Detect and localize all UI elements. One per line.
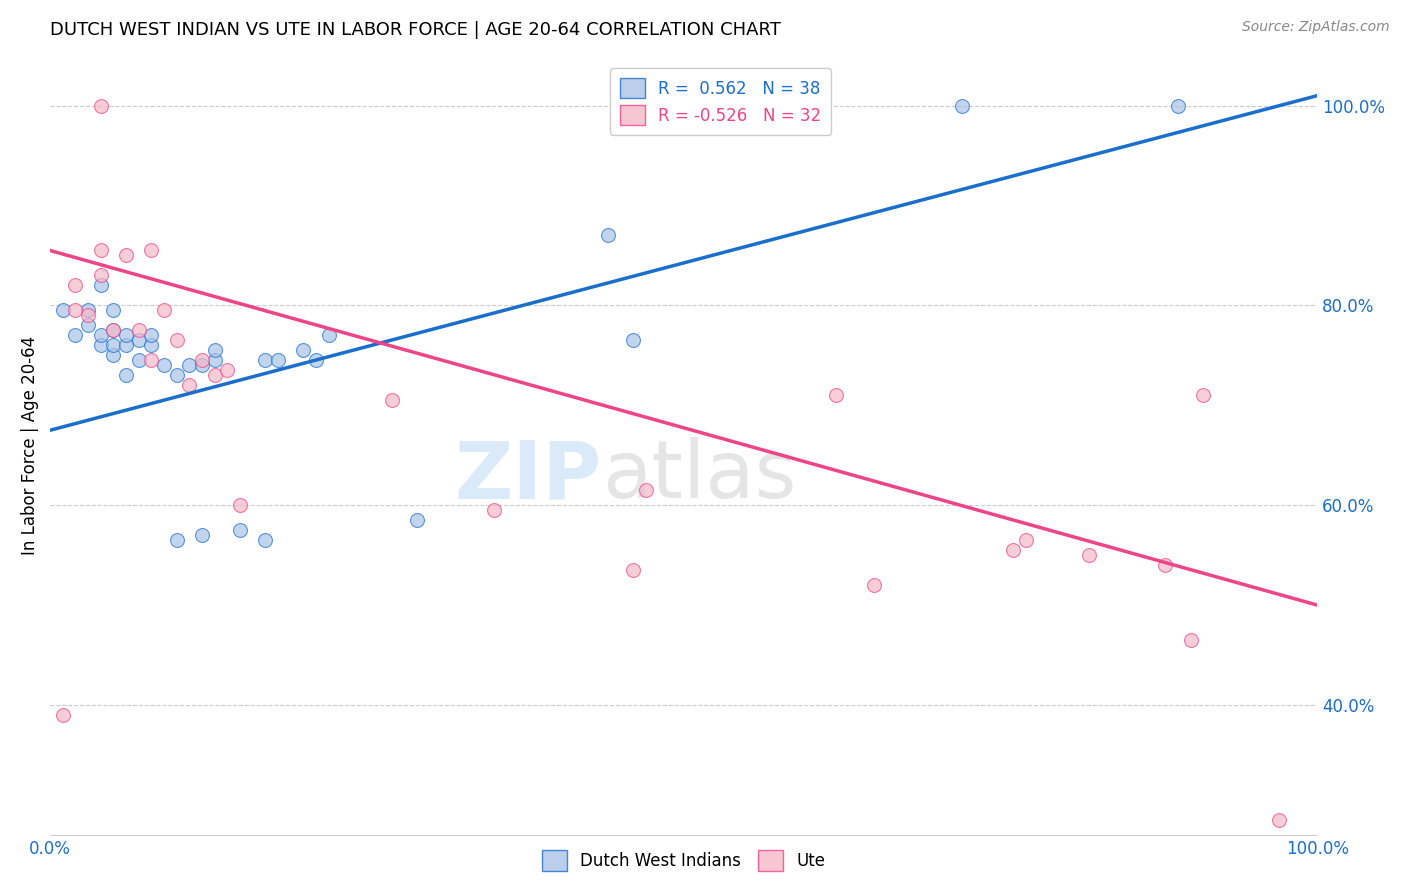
Text: ZIP: ZIP <box>454 437 602 516</box>
Point <box>141 353 163 368</box>
Point <box>1015 533 1038 548</box>
Point <box>952 98 974 112</box>
Point <box>115 338 138 352</box>
Point <box>128 323 150 337</box>
Point <box>166 533 188 548</box>
Point <box>191 359 214 373</box>
Point <box>204 343 226 358</box>
Point <box>141 244 163 258</box>
Point <box>115 328 138 343</box>
Legend: Dutch West Indians, Ute: Dutch West Indians, Ute <box>536 844 832 877</box>
Point <box>77 318 100 333</box>
Point <box>103 348 125 362</box>
Point <box>229 523 252 537</box>
Point <box>179 359 201 373</box>
Point <box>90 338 112 352</box>
Point <box>191 528 214 542</box>
Point <box>229 498 252 512</box>
Point <box>141 338 163 352</box>
Point <box>254 533 277 548</box>
Point <box>1192 388 1215 402</box>
Point <box>1154 558 1177 573</box>
Point <box>90 328 112 343</box>
Point <box>128 334 150 348</box>
Point <box>65 278 87 293</box>
Point <box>115 248 138 262</box>
Point <box>153 303 176 318</box>
Point <box>90 98 112 112</box>
Point <box>90 268 112 283</box>
Point <box>292 343 315 358</box>
Point <box>77 303 100 318</box>
Point <box>77 309 100 323</box>
Point <box>254 353 277 368</box>
Point <box>103 323 125 337</box>
Text: Source: ZipAtlas.com: Source: ZipAtlas.com <box>1241 20 1389 34</box>
Point <box>482 503 505 517</box>
Point <box>103 338 125 352</box>
Point <box>153 359 176 373</box>
Point <box>141 328 163 343</box>
Point <box>1268 813 1291 827</box>
Y-axis label: In Labor Force | Age 20-64: In Labor Force | Age 20-64 <box>21 335 39 555</box>
Point <box>267 353 290 368</box>
Text: atlas: atlas <box>603 437 797 516</box>
Point <box>217 363 239 377</box>
Point <box>90 278 112 293</box>
Point <box>596 228 619 243</box>
Point <box>103 303 125 318</box>
Point <box>52 708 75 723</box>
Point <box>128 353 150 368</box>
Point <box>1167 98 1189 112</box>
Point <box>1180 633 1202 648</box>
Point <box>634 483 657 498</box>
Point <box>65 328 87 343</box>
Point <box>191 353 214 368</box>
Point <box>103 323 125 337</box>
Point <box>179 378 201 392</box>
Point <box>1078 548 1101 562</box>
Point <box>90 244 112 258</box>
Text: DUTCH WEST INDIAN VS UTE IN LABOR FORCE | AGE 20-64 CORRELATION CHART: DUTCH WEST INDIAN VS UTE IN LABOR FORCE … <box>51 21 780 39</box>
Point <box>305 353 328 368</box>
Point <box>381 393 404 408</box>
Point <box>204 353 226 368</box>
Point <box>1002 543 1025 558</box>
Point <box>204 368 226 383</box>
Point <box>52 303 75 318</box>
Point <box>166 368 188 383</box>
Point <box>65 303 87 318</box>
Point <box>166 334 188 348</box>
Point <box>621 334 644 348</box>
Point <box>621 563 644 577</box>
Point <box>824 388 846 402</box>
Point <box>862 578 884 592</box>
Point <box>318 328 340 343</box>
Point <box>406 513 429 527</box>
Point <box>115 368 138 383</box>
